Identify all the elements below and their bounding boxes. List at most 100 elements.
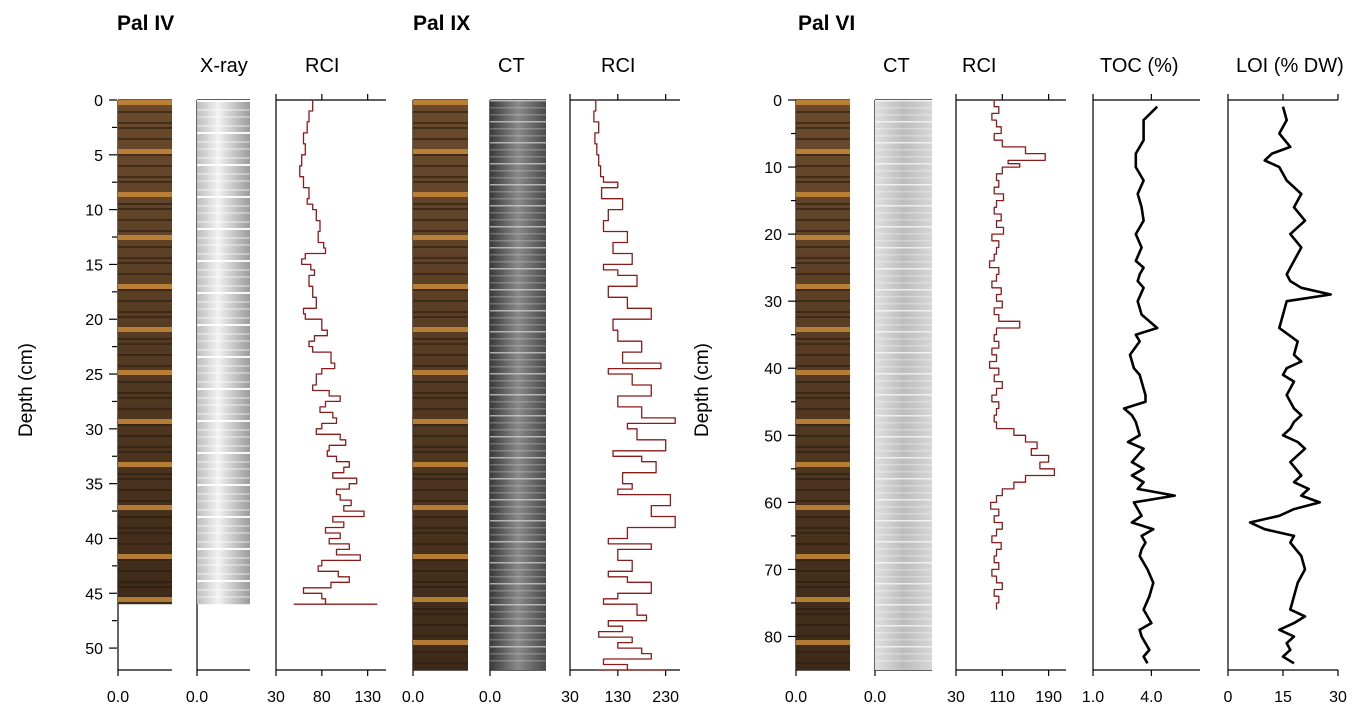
series-line-pal-vi-track-2 xyxy=(988,99,1056,610)
xray-band-pal-iv xyxy=(197,196,250,198)
ct-band-pal-ix xyxy=(490,317,546,319)
x-tick-label-pal-ix-track-1: 0.0 xyxy=(479,689,501,706)
core-photo-pal-ix xyxy=(413,100,468,670)
ct-band-pal-vi xyxy=(875,170,932,172)
y-tick-label-pal-vi: 80 xyxy=(764,629,782,646)
ct-band-pal-vi xyxy=(875,317,932,319)
core-band-pal-vi xyxy=(796,284,850,289)
core-band-pal-iv xyxy=(118,176,172,178)
ct-band-pal-vi xyxy=(875,597,932,599)
core-band-pal-vi xyxy=(796,559,850,561)
core-band-pal-vi xyxy=(796,203,850,205)
xray-band-pal-iv xyxy=(197,500,250,502)
core-band-pal-iv xyxy=(118,586,172,588)
ct-band-pal-vi xyxy=(875,261,932,263)
xray-band-pal-iv xyxy=(197,180,250,182)
core-band-pal-vi xyxy=(796,581,850,583)
core-band-pal-ix xyxy=(413,500,468,502)
ct-band-pal-vi xyxy=(875,569,932,571)
x-tick-label-pal-vi-track-2: 30 xyxy=(947,689,965,706)
core-band-pal-iv xyxy=(118,327,172,332)
xray-band-pal-iv xyxy=(197,164,250,166)
ct-band-pal-vi xyxy=(875,177,932,179)
ct-band-pal-ix xyxy=(490,107,546,109)
ct-band-pal-ix xyxy=(490,261,546,263)
xray-band-pal-iv xyxy=(197,404,250,406)
core-band-pal-ix xyxy=(413,165,468,167)
ct-band-pal-vi xyxy=(875,352,932,354)
y-tick-label-pal-vi: 60 xyxy=(764,495,782,512)
xray-band-pal-iv xyxy=(197,260,250,262)
core-band-pal-vi xyxy=(796,554,850,559)
ct-band-pal-vi xyxy=(875,121,932,123)
core-band-pal-vi xyxy=(796,419,850,424)
core-band-pal-vi xyxy=(796,370,850,375)
ct-band-pal-ix xyxy=(490,478,546,480)
ct-band-pal-ix xyxy=(490,149,546,151)
ct-band-pal-vi xyxy=(875,212,932,214)
y-tick-label-pal-iv: 5 xyxy=(94,148,103,165)
core-band-pal-vi xyxy=(796,354,850,356)
ct-band-pal-vi xyxy=(875,429,932,431)
ct-band-pal-ix xyxy=(490,219,546,221)
ct-band-pal-ix xyxy=(490,121,546,123)
series-line-pal-iv-track-2 xyxy=(293,99,378,605)
core-band-pal-ix xyxy=(413,516,468,518)
ct-band-pal-ix xyxy=(490,429,546,431)
ct-band-pal-vi xyxy=(875,345,932,347)
xray-band-pal-iv xyxy=(197,509,250,511)
xray-band-pal-iv xyxy=(197,356,250,358)
ct-band-pal-ix xyxy=(490,604,546,606)
core-band-pal-vi xyxy=(796,478,850,480)
core-title-pal-iv: Pal IV xyxy=(117,12,174,35)
ct-band-pal-vi xyxy=(875,485,932,487)
core-band-pal-vi xyxy=(796,640,850,645)
ct-band-pal-vi xyxy=(875,107,932,109)
ct-band-pal-ix xyxy=(490,338,546,340)
core-band-pal-vi xyxy=(796,176,850,178)
track-label-pal-vi-loi: LOI (% DW) xyxy=(1236,55,1344,77)
ct-band-pal-ix xyxy=(490,401,546,403)
ct-band-pal-vi xyxy=(875,156,932,158)
core-band-pal-iv xyxy=(118,100,172,105)
core-band-pal-iv xyxy=(118,203,172,205)
xray-band-pal-iv xyxy=(197,148,250,150)
core-band-pal-ix xyxy=(413,446,468,448)
ct-band-pal-ix xyxy=(490,485,546,487)
ct-band-pal-vi xyxy=(875,247,932,249)
core-band-pal-ix xyxy=(413,316,468,318)
core-band-pal-iv xyxy=(118,343,172,345)
xray-band-pal-iv xyxy=(197,269,250,271)
y-tick-label-pal-vi: 20 xyxy=(764,227,782,244)
core-band-pal-iv xyxy=(118,154,172,156)
ct-band-pal-vi xyxy=(875,639,932,641)
core-band-pal-ix xyxy=(413,300,468,302)
y-axis-title-right: Depth (cm) xyxy=(692,343,713,437)
core-band-pal-ix xyxy=(413,257,468,259)
ct-band-pal-ix xyxy=(490,506,546,508)
ct-band-pal-ix xyxy=(490,135,546,137)
xray-band-pal-iv xyxy=(197,157,250,159)
ct-band-pal-vi xyxy=(875,128,932,130)
ct-band-pal-vi xyxy=(875,275,932,277)
core-band-pal-iv xyxy=(118,543,172,545)
ct-band-pal-vi xyxy=(875,142,932,144)
core-band-pal-vi xyxy=(796,462,850,467)
core-band-pal-vi xyxy=(796,181,850,183)
ct-band-pal-ix xyxy=(490,660,546,662)
xray-band-pal-iv xyxy=(197,285,250,287)
core-band-pal-ix xyxy=(413,624,468,626)
ct-band-pal-vi xyxy=(875,604,932,606)
ct-band-pal-ix xyxy=(490,198,546,200)
ct-band-pal-ix xyxy=(490,345,546,347)
core-band-pal-ix xyxy=(413,651,468,653)
core-band-pal-ix xyxy=(413,543,468,545)
xray-band-pal-iv xyxy=(197,452,250,454)
xray-band-pal-iv xyxy=(197,564,250,566)
ct-band-pal-ix xyxy=(490,100,546,102)
ct-band-pal-vi xyxy=(875,149,932,151)
ct-image-pal-ix xyxy=(490,100,546,670)
ct-band-pal-ix xyxy=(490,415,546,417)
track-label-pal-vi-ct: CT xyxy=(883,55,910,77)
core-band-pal-iv xyxy=(118,219,172,221)
